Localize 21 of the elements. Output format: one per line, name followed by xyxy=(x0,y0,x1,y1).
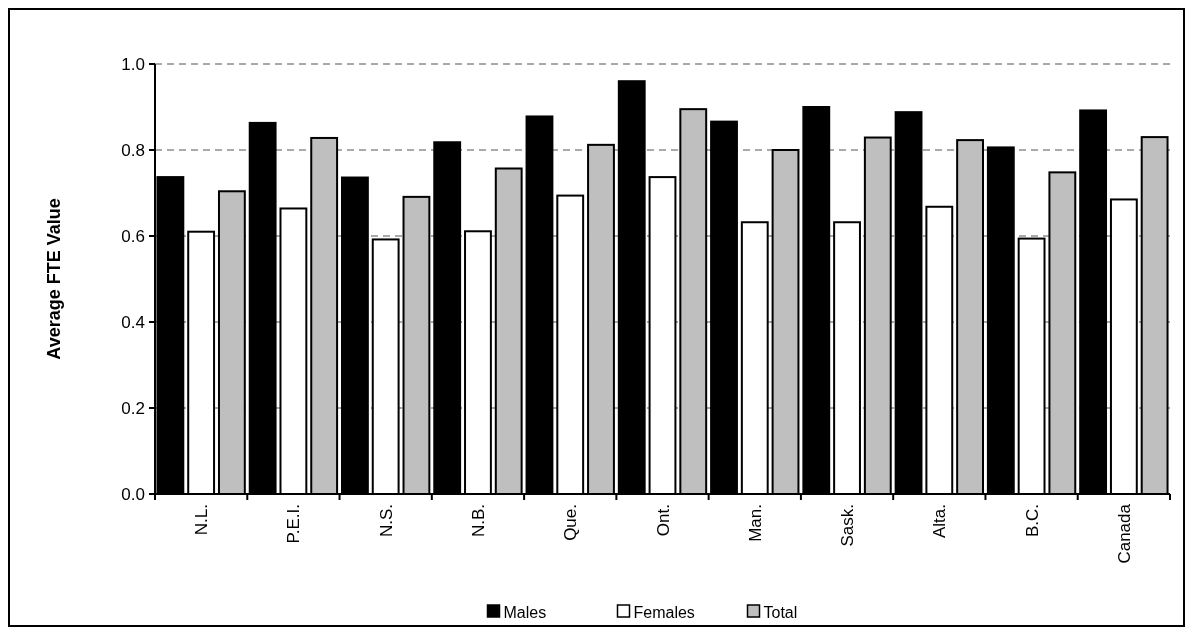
x-tick-label: Ont. xyxy=(653,504,673,537)
y-tick-label: 0.2 xyxy=(121,398,145,418)
y-tick-label: 0.0 xyxy=(121,484,145,504)
y-tick-label: 0.4 xyxy=(121,312,145,332)
y-tick-label: 1.0 xyxy=(121,54,145,74)
x-tick-label: Sask. xyxy=(838,504,858,547)
x-tick-label: N.B. xyxy=(468,504,488,538)
x-tick-label: Que. xyxy=(561,504,581,541)
x-tick-label: N.S. xyxy=(376,504,396,538)
legend-label: Males xyxy=(503,603,547,621)
x-tick-label: Canada xyxy=(1114,503,1134,564)
x-tick-label: B.C. xyxy=(1022,504,1042,538)
x-tick-label: Man. xyxy=(745,504,765,542)
x-tick-label: P.E.I. xyxy=(284,504,304,544)
x-tick-label: N.L. xyxy=(192,504,212,536)
y-tick-label: 0.6 xyxy=(121,226,145,246)
x-tick-label: Alta. xyxy=(930,504,950,539)
legend-label: Total xyxy=(763,603,798,621)
y-axis-title: Average FTE Value xyxy=(44,198,64,360)
y-tick-label: 0.8 xyxy=(121,140,145,160)
legend-label: Females xyxy=(633,603,695,621)
